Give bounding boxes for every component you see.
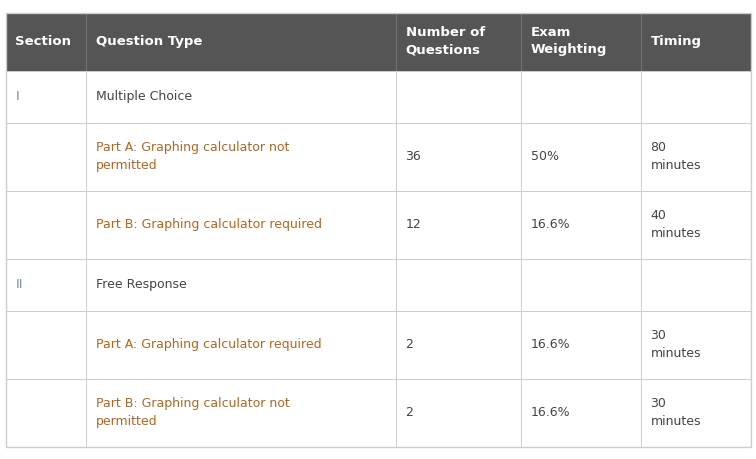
Bar	[5, 258, 85, 310]
Bar	[5, 12, 85, 71]
Text: II: II	[16, 278, 23, 291]
Bar	[640, 310, 751, 379]
Text: Question Type: Question Type	[95, 35, 202, 48]
Bar	[395, 71, 520, 123]
Text: 12: 12	[405, 218, 421, 231]
Text: Part A: Graphing calculator not
permitted: Part A: Graphing calculator not permitte…	[95, 141, 289, 172]
Bar	[85, 379, 395, 447]
Bar	[640, 190, 751, 258]
Bar	[85, 12, 395, 71]
Text: 30
minutes: 30 minutes	[650, 397, 701, 428]
Text: I: I	[16, 90, 19, 103]
Text: 40
minutes: 40 minutes	[650, 209, 701, 240]
Bar	[395, 310, 520, 379]
Bar	[5, 123, 85, 190]
Text: 16.6%: 16.6%	[531, 218, 570, 231]
Bar	[395, 123, 520, 190]
Bar	[640, 123, 751, 190]
Bar	[85, 123, 395, 190]
Text: Exam
Weighting: Exam Weighting	[531, 27, 607, 56]
Bar	[395, 12, 520, 71]
Text: 36: 36	[405, 150, 421, 163]
Text: Multiple Choice: Multiple Choice	[95, 90, 191, 103]
Bar	[640, 71, 751, 123]
Text: Part B: Graphing calculator required: Part B: Graphing calculator required	[95, 218, 321, 231]
Bar	[395, 190, 520, 258]
Bar	[5, 71, 85, 123]
Bar	[640, 379, 751, 447]
Text: Free Response: Free Response	[95, 278, 186, 291]
Text: 2: 2	[405, 406, 414, 419]
Text: Timing: Timing	[650, 35, 702, 48]
Text: 50%: 50%	[531, 150, 559, 163]
Bar	[85, 190, 395, 258]
Text: Part A: Graphing calculator required: Part A: Graphing calculator required	[95, 338, 321, 351]
Bar	[520, 258, 640, 310]
Bar	[395, 258, 520, 310]
Text: 16.6%: 16.6%	[531, 338, 570, 351]
Bar	[85, 258, 395, 310]
Text: 2: 2	[405, 338, 414, 351]
Bar	[640, 258, 751, 310]
Bar	[520, 190, 640, 258]
Bar	[520, 379, 640, 447]
Bar	[5, 379, 85, 447]
Text: Number of
Questions: Number of Questions	[405, 27, 485, 56]
Bar	[5, 190, 85, 258]
Text: 30
minutes: 30 minutes	[650, 329, 701, 360]
Bar	[85, 310, 395, 379]
Text: Section: Section	[16, 35, 72, 48]
Bar	[520, 123, 640, 190]
Bar	[640, 12, 751, 71]
Bar	[520, 71, 640, 123]
Text: 16.6%: 16.6%	[531, 406, 570, 419]
Bar	[520, 12, 640, 71]
Text: Part B: Graphing calculator not
permitted: Part B: Graphing calculator not permitte…	[95, 397, 290, 428]
Text: 80
minutes: 80 minutes	[650, 141, 701, 172]
Bar	[85, 71, 395, 123]
Bar	[395, 379, 520, 447]
Bar	[520, 310, 640, 379]
Bar	[5, 310, 85, 379]
